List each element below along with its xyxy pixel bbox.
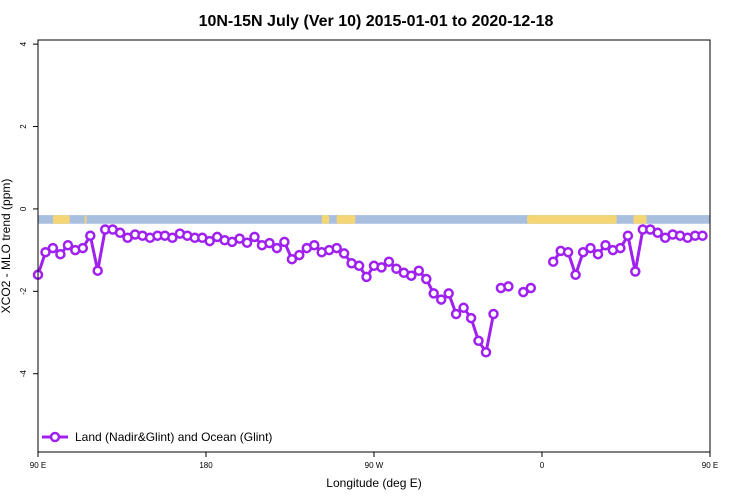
y-axis: 4 2 0 -2 -4 [19,41,38,377]
data-point [114,227,126,239]
ocean-band [38,215,710,224]
x-tick-label: 90 E [30,461,46,470]
data-point [47,242,59,254]
data-point [77,242,89,254]
data-point [92,265,103,276]
data-point [413,265,425,276]
data-point [62,239,74,251]
data-point [361,271,372,283]
data-point [264,237,275,249]
y-tick-label: -2 [19,287,28,295]
legend-label: Land (Nadir&Glint) and Ocean (Glint) [75,430,272,444]
data-point [458,302,469,314]
data-point [241,237,253,248]
data-point [376,262,387,273]
data-point [697,230,708,241]
data-point [55,248,66,260]
x-tick-label: 90 W [365,461,384,470]
data-point [40,246,51,258]
data-point [652,227,663,239]
data-series [32,224,708,358]
x-axis: 90 E 180 90 W 0 90 E [30,452,718,470]
data-point [577,246,589,258]
x-axis-label: Longitude (deg E) [326,476,421,490]
data-point [518,286,529,298]
land-segment [633,215,647,224]
x-tick-label: 180 [199,461,213,470]
data-point [600,239,611,251]
y-tick-label: 4 [19,41,28,46]
land-segment [527,215,617,224]
data-point [630,266,641,277]
data-point [234,233,245,244]
land-ocean-band [38,215,710,224]
data-point [294,249,305,261]
land-segment [336,215,356,224]
x-tick-label: 90 E [702,461,718,470]
data-point [480,347,492,358]
data-point [406,270,417,281]
land-segment [321,215,330,224]
data-point [428,288,439,299]
data-point [309,239,320,251]
data-point [249,231,260,243]
data-point [450,308,462,320]
data-point [488,308,499,320]
y-tick-label: 0 [19,206,28,211]
data-point [465,312,477,324]
data-point [525,282,537,294]
data-point [331,242,342,254]
data-point [622,230,634,241]
data-point [547,256,559,267]
data-point [570,269,581,281]
data-point [286,253,298,265]
data-point [443,288,454,299]
data-point [503,281,514,292]
data-point [279,236,290,248]
land-segment [52,215,70,224]
data-point [592,248,604,260]
legend: Land (Nadir&Glint) and Ocean (Glint) [42,430,272,444]
data-point [271,242,283,254]
data-point [167,232,178,244]
x-tick-label: 0 [540,461,545,470]
data-point [391,263,402,274]
data-point [435,294,447,305]
y-tick-label: 2 [19,124,28,129]
y-tick-label: -4 [19,370,28,378]
land-segment [84,215,87,224]
data-point [562,246,574,258]
legend-marker-swatch [49,431,61,443]
data-point [85,230,96,241]
y-axis-label: XCO2 - MLO trend (ppm) [0,179,13,314]
data-point [615,242,626,254]
data-point [383,256,395,267]
data-point [473,335,484,347]
data-point [353,260,365,272]
data-point [204,235,215,247]
data-point [421,273,432,285]
data-point [338,248,350,259]
data-point [585,242,596,254]
chart-title: 10N-15N July (Ver 10) 2015-01-01 to 2020… [199,13,554,30]
